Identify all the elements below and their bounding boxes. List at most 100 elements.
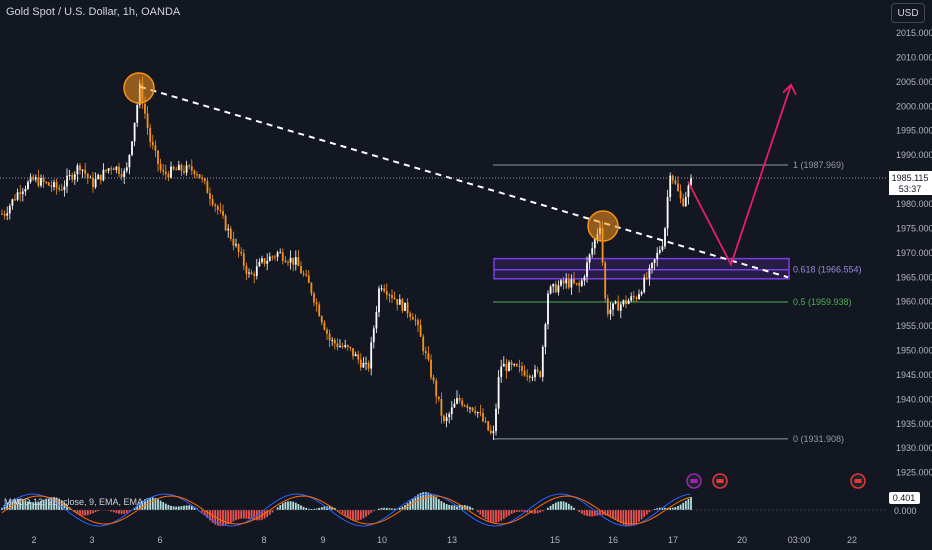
candle-body — [289, 257, 292, 263]
macd-bar — [560, 501, 562, 510]
macd-bar — [281, 503, 284, 510]
candle-body — [105, 169, 107, 171]
projection-arrow[interactable] — [687, 83, 797, 267]
macd-bar — [484, 510, 487, 520]
macd-bar — [94, 510, 97, 513]
macd-bar — [547, 507, 549, 510]
event-markers[interactable] — [686, 473, 866, 489]
candle-body — [227, 228, 230, 231]
candle-body — [27, 181, 29, 189]
macd-bar — [315, 508, 318, 510]
candle-body — [461, 400, 464, 406]
candle-body — [107, 168, 110, 171]
macd-bar — [458, 505, 461, 510]
candle-body — [422, 336, 425, 352]
macd-bar — [279, 505, 282, 510]
candle-body — [414, 319, 417, 321]
candle-body — [640, 292, 643, 295]
macd-bar — [341, 510, 344, 514]
candle-body — [71, 174, 74, 180]
macd-bar — [313, 508, 315, 510]
macd-bar — [37, 501, 40, 510]
candle-body — [123, 170, 126, 177]
candle-body — [341, 346, 344, 348]
macd-line — [1, 493, 691, 527]
macd-bar — [112, 510, 115, 513]
macd-bar — [206, 510, 209, 518]
candle-body — [479, 412, 482, 414]
macd-bar — [250, 510, 253, 520]
candle-body — [625, 300, 627, 304]
x-axis[interactable]: 2 3 6 8 9 10 13 15 16 17 20 03:00 22 — [31, 535, 857, 545]
candle-body — [432, 377, 435, 381]
x-tick-label: 8 — [261, 535, 266, 545]
event-icon-glyph — [690, 479, 698, 483]
x-tick-label: 20 — [737, 535, 747, 545]
candle-body — [190, 166, 193, 171]
candle-body — [518, 366, 521, 368]
candle-body — [68, 174, 71, 176]
candle-body — [224, 215, 227, 231]
x-tick-label: 03:00 — [788, 535, 811, 545]
candle-body — [588, 254, 591, 263]
macd-bar — [24, 500, 27, 510]
macd-bar — [162, 502, 165, 510]
candle-body — [271, 256, 274, 258]
currency-button[interactable]: USD — [891, 3, 925, 23]
macd-bar — [6, 502, 9, 510]
macd-bar — [172, 506, 175, 510]
macd-value-box: 0.401 0.000 — [889, 492, 920, 516]
macd-bar — [414, 496, 417, 510]
macd-bar — [502, 510, 505, 520]
candle-body — [575, 283, 578, 285]
candle-body — [375, 312, 378, 329]
macd-bar — [456, 505, 458, 510]
macd-bar — [175, 506, 178, 510]
macd-bar — [687, 498, 690, 510]
macd-indicator-label[interactable]: MACD 12, 26, close, 9, EMA, EMA — [4, 497, 144, 507]
macd-bar — [435, 497, 438, 510]
candle-body — [214, 204, 217, 207]
macd-bar — [144, 499, 146, 510]
candle-body — [601, 227, 604, 263]
candle-body — [583, 276, 586, 281]
x-tick-label: 2 — [31, 535, 36, 545]
candle-body — [359, 359, 362, 368]
y-tick-label: 1995.000 — [896, 126, 932, 136]
x-tick-label: 13 — [447, 535, 457, 545]
macd-bar — [136, 505, 139, 510]
trendline[interactable] — [139, 85, 789, 279]
candle-body — [235, 244, 237, 246]
macd-bar — [492, 510, 495, 523]
macd-bar — [508, 510, 510, 516]
candle-body — [476, 412, 479, 414]
macd-bar — [383, 507, 386, 510]
candle-body — [157, 150, 159, 164]
candle-body — [79, 165, 81, 171]
candle-body — [469, 407, 471, 409]
support-zone[interactable] — [493, 257, 790, 280]
macd-bar — [190, 505, 193, 510]
macd-bar — [294, 502, 297, 510]
candle-body — [586, 262, 588, 277]
candle-body — [354, 354, 357, 357]
candle-body — [76, 165, 79, 175]
candle-body — [645, 277, 648, 279]
candle-body — [305, 274, 308, 276]
macd-bar — [34, 502, 37, 510]
y-axis[interactable]: 2015.000 2010.000 2005.000 2000.000 1995.000… — [896, 28, 932, 478]
macd-bar — [453, 505, 456, 510]
macd-bar — [619, 510, 622, 524]
candle-body — [313, 293, 315, 303]
candle-body — [609, 309, 612, 315]
y-tick-label: 1950.000 — [896, 346, 932, 356]
macd-bar — [352, 510, 354, 521]
candle-body — [60, 189, 63, 191]
candle-body — [128, 154, 131, 168]
macd-bar — [300, 505, 302, 510]
macd-bar — [211, 510, 214, 523]
candle-body — [554, 284, 557, 293]
macd-bar — [536, 510, 539, 514]
macd-bar — [53, 497, 55, 510]
